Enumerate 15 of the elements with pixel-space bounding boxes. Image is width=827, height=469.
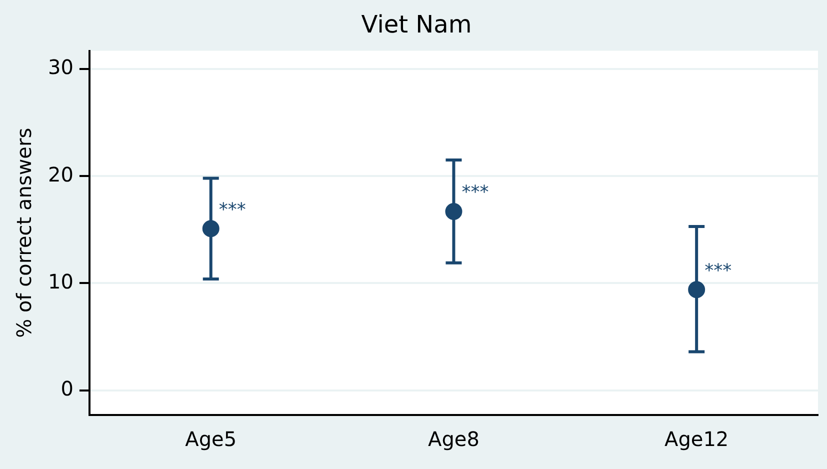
point — [688, 281, 706, 298]
annotation: *** — [218, 199, 246, 220]
annotation: *** — [462, 182, 489, 204]
y-tick-label: 0 — [60, 376, 74, 401]
y-tick-label: 30 — [48, 55, 74, 80]
chart-title: Viet Nam — [361, 10, 472, 39]
y-tick-label: 10 — [48, 269, 74, 294]
x-tick-label: Age8 — [428, 427, 480, 452]
y-axis-title: % of correct answers — [12, 128, 36, 338]
annotation: *** — [704, 260, 732, 282]
x-tick-label: Age5 — [185, 427, 237, 452]
point — [445, 202, 462, 220]
x-tick-label: Age12 — [664, 427, 729, 452]
point — [202, 220, 220, 238]
y-tick-label: 20 — [48, 162, 74, 186]
